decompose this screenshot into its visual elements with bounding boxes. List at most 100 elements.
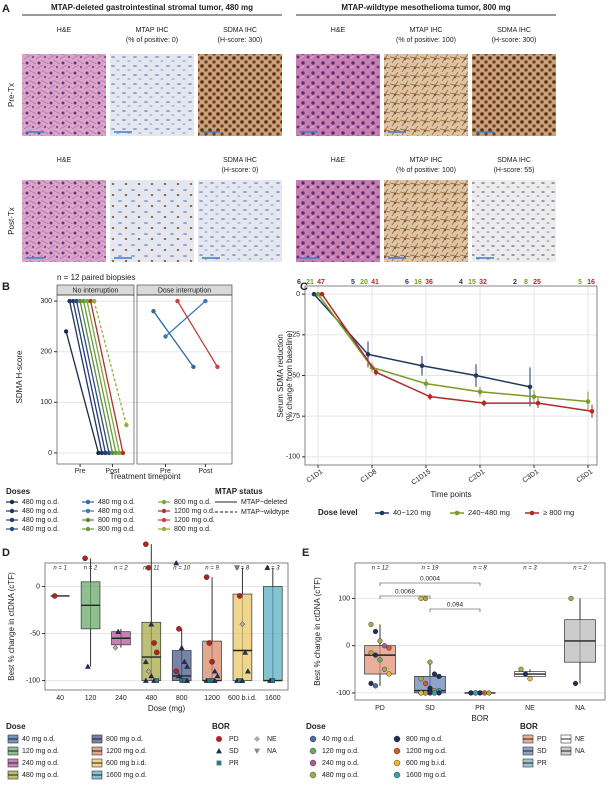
- legend-point: [161, 526, 167, 532]
- legend-label: 480 mg o.d.: [22, 526, 59, 533]
- y-tick-label: 200: [40, 349, 52, 356]
- n-label: n = 2: [573, 566, 587, 572]
- y-tick-label: 0: [48, 450, 52, 457]
- n-label: 8: [524, 279, 528, 286]
- patient-point: [84, 298, 90, 304]
- patient-point: [203, 298, 208, 304]
- patient-point: [88, 298, 93, 304]
- patient-line: [75, 300, 110, 454]
- patient-point: [120, 450, 126, 456]
- legend-title: Dose: [6, 722, 26, 731]
- patient-point: [70, 298, 76, 304]
- patient-line: [165, 300, 206, 337]
- patient-point: [163, 334, 168, 339]
- legend-label: PD: [229, 736, 239, 743]
- data-point: [568, 595, 574, 602]
- data-point: [148, 672, 155, 679]
- x-tick-label: SD: [425, 705, 435, 712]
- legend-label: NA: [267, 748, 277, 755]
- legend-title: BOR: [212, 722, 230, 731]
- legend-label: 800 mg o.d.: [98, 526, 135, 533]
- legend-label: 240−480 mg: [468, 508, 510, 517]
- n-label: 5: [578, 279, 582, 286]
- legend-point: [85, 526, 91, 532]
- n-label: 5: [351, 279, 355, 286]
- legend-label: 240 mg o.d.: [22, 760, 59, 767]
- y-tick-label: -25: [290, 332, 300, 339]
- n-label: 41: [371, 279, 379, 286]
- data-point: [264, 564, 271, 570]
- x-tick-label: 240: [115, 695, 127, 702]
- data-point: [381, 666, 388, 672]
- y-axis-title: Serum SDMA reduction: [276, 334, 285, 418]
- n-label: 4: [459, 279, 463, 286]
- x-tick-label: Post: [198, 468, 212, 475]
- y-tick-label: -100: [26, 677, 40, 684]
- data-point: [184, 677, 191, 683]
- data-point: [481, 690, 488, 696]
- mean-line: [317, 293, 589, 403]
- legend-point: [161, 499, 167, 505]
- x-tick-label: C5D1: [576, 468, 595, 484]
- data-point: [372, 628, 379, 635]
- row-label: Pre-Tx: [7, 83, 16, 107]
- patient-point: [67, 298, 72, 304]
- legend-label: 480 mg o.d.: [22, 772, 59, 779]
- data-point: [368, 650, 374, 656]
- mean-point: [585, 399, 591, 404]
- legend-swatch: [216, 760, 222, 766]
- data-point: [368, 621, 374, 628]
- data-point: [142, 677, 149, 683]
- y-axis-title: Best % change in ctDNA (cTF): [7, 572, 16, 681]
- data-point: [527, 676, 533, 682]
- x-axis-title: Dose (mg): [148, 704, 186, 713]
- micrograph: [472, 54, 556, 136]
- x-tick-label: 600 b.i.d.: [228, 695, 257, 702]
- legend-swatch: [393, 735, 401, 743]
- image-caption: SDMA IHC: [497, 157, 531, 164]
- data-point: [242, 649, 249, 655]
- n-label: n = 2: [114, 566, 128, 572]
- panel-frame: [304, 285, 598, 466]
- y-axis-title: Best % change in ctDNA (cTF): [313, 577, 322, 686]
- y-tick-label: -100: [286, 454, 300, 461]
- legend-label: ≥ 800 mg: [543, 508, 574, 517]
- x-tick-label: C3D1: [522, 468, 541, 484]
- n-label: n = 10: [173, 566, 191, 572]
- mean-line: [321, 293, 593, 413]
- patient-line: [82, 300, 117, 454]
- image-caption: (% of positive: 100): [396, 37, 456, 44]
- patient-line: [176, 300, 218, 368]
- n-label: n = 8: [473, 566, 487, 572]
- patient-point: [103, 450, 108, 456]
- legend-label: 120 mg o.d.: [22, 748, 59, 755]
- patient-point: [124, 422, 129, 428]
- data-point: [377, 638, 383, 644]
- legend-label: 120 mg o.d.: [322, 748, 359, 755]
- legend-label: 480 mg o.d.: [98, 508, 135, 515]
- group-title: MTAP-wildtype mesothelioma tumor, 800 mg: [341, 3, 510, 12]
- data-point: [431, 671, 438, 677]
- data-point: [386, 645, 392, 651]
- data-point: [436, 673, 442, 679]
- image-caption: (H-score: 0): [222, 167, 259, 174]
- y-tick-label: 0: [296, 291, 300, 298]
- mean-point: [315, 291, 321, 297]
- mean-point: [535, 400, 541, 406]
- data-point: [572, 680, 579, 687]
- data-point: [154, 678, 160, 683]
- legend-label: 480 mg o.d.: [98, 499, 135, 506]
- significance-bracket: [379, 595, 431, 599]
- legend-title: Dose level: [318, 508, 358, 517]
- image-caption: H&E: [331, 27, 346, 34]
- data-point: [234, 565, 240, 571]
- patient-point: [106, 450, 112, 456]
- data-point: [372, 652, 379, 658]
- micrograph: [472, 180, 556, 262]
- legend-label: MTAP−deleted: [241, 499, 287, 506]
- legend-point: [529, 510, 535, 516]
- image-caption: H&E: [57, 27, 72, 34]
- micrograph: [22, 180, 106, 262]
- n-label: 6: [297, 279, 301, 286]
